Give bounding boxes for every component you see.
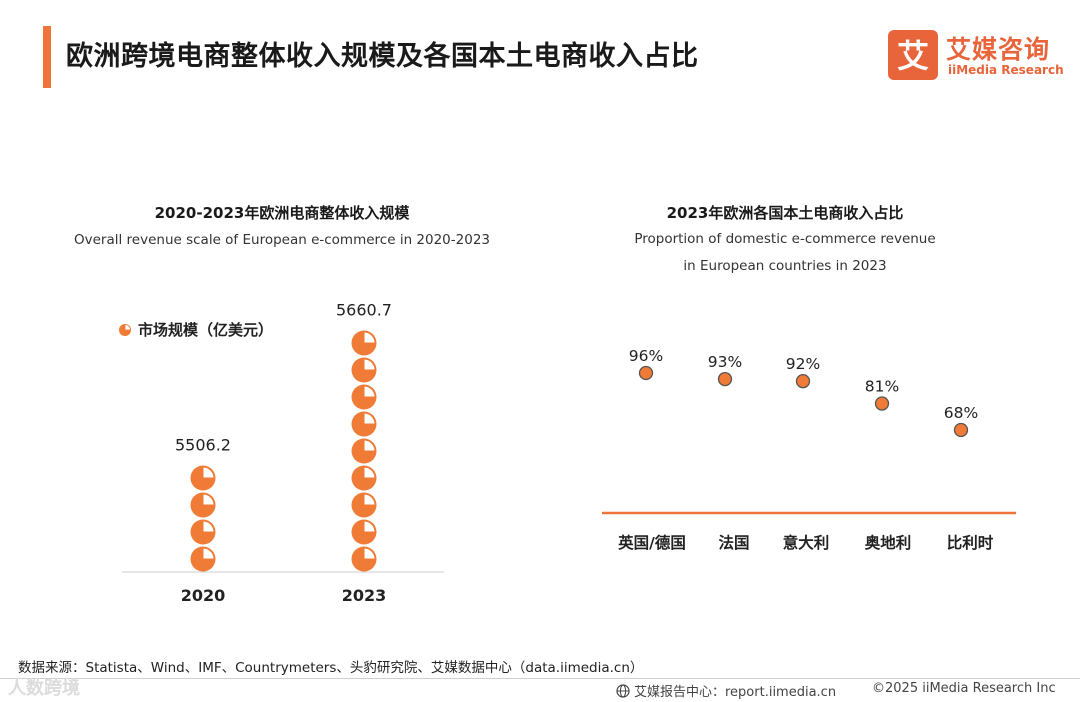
point-奥地利 [874, 396, 890, 411]
category-label-意大利: 意大利 [783, 533, 830, 552]
pie-icon-unit [190, 519, 216, 545]
pie-icon-unit [351, 492, 377, 518]
pie-icon-unit [351, 519, 377, 545]
logo-mark-icon: 艾 [888, 30, 938, 80]
data-source: 数据来源：Statista、Wind、IMF、Countrymeters、头豹研… [18, 660, 644, 676]
category-label-英国/德国: 英国/德国 [617, 533, 686, 552]
pie-icon [119, 323, 131, 336]
value-label-英国/德国: 96% [629, 347, 663, 365]
left-chart-title: 2020-2023年欧洲电商整体收入规模 [154, 204, 410, 222]
right-chart-subtitle-line2: in European countries in 2023 [683, 258, 887, 274]
point-意大利 [795, 373, 811, 389]
value-label-法国: 93% [708, 353, 742, 371]
point-英国/德国 [638, 365, 654, 381]
pie-icon-unit [351, 465, 377, 491]
watermark: 人数跨境 [8, 678, 80, 699]
pie-icon-unit [351, 384, 377, 410]
value-label-奥地利: 81% [865, 378, 899, 396]
pie-icon-unit [351, 438, 377, 464]
brand-logo: 艾 艾媒咨询 iiMedia Research [888, 30, 1064, 82]
value-label-比利时: 68% [944, 404, 978, 422]
pie-icon-unit [351, 546, 377, 572]
pie-icon-unit [351, 357, 377, 383]
report-site[interactable]: 艾媒报告中心：report.iimedia.cn [616, 681, 836, 700]
category-label-2020: 2020 [181, 586, 226, 605]
report-site-text: 艾媒报告中心：report.iimedia.cn [634, 685, 837, 700]
value-label-意大利: 92% [786, 355, 820, 373]
title-accent-bar [43, 26, 51, 88]
category-label-法国: 法国 [718, 533, 749, 552]
category-label-比利时: 比利时 [947, 533, 994, 552]
logo-en: iiMedia Research [948, 63, 1064, 77]
globe-icon [616, 683, 630, 698]
legend: 市场规模（亿美元） [118, 319, 273, 340]
value-label-2020: 5506.2 [175, 436, 231, 455]
right-chart-title: 2023年欧洲各国本土电商收入占比 [666, 204, 904, 222]
pie-icon-unit [351, 411, 377, 437]
pie-icon-unit [190, 492, 216, 518]
legend-label: 市场规模（亿美元） [138, 321, 274, 339]
page-title: 欧洲跨境电商整体收入规模及各国本土电商收入占比 [66, 41, 699, 72]
value-label-2023: 5660.7 [336, 301, 392, 320]
copyright: ©2025 iiMedia Research Inc [872, 681, 1056, 696]
point-法国 [717, 371, 733, 387]
left-chart-subtitle: Overall revenue scale of European e-comm… [74, 232, 490, 248]
right-chart-subtitle-line1: Proportion of domestic e-commerce revenu… [634, 231, 936, 247]
logo-cn: 艾媒咨询 [946, 35, 1051, 64]
point-比利时 [953, 422, 969, 438]
bar-2020 [190, 465, 216, 572]
pie-icon-unit [190, 546, 216, 572]
bar-2023 [351, 330, 377, 572]
footer-divider [0, 678, 1080, 679]
category-label-2023: 2023 [342, 586, 387, 605]
pie-icon-unit [190, 465, 216, 491]
category-label-奥地利: 奥地利 [865, 533, 912, 552]
logo-mark-text: 艾 [897, 37, 929, 75]
pie-icon-unit [351, 330, 377, 356]
